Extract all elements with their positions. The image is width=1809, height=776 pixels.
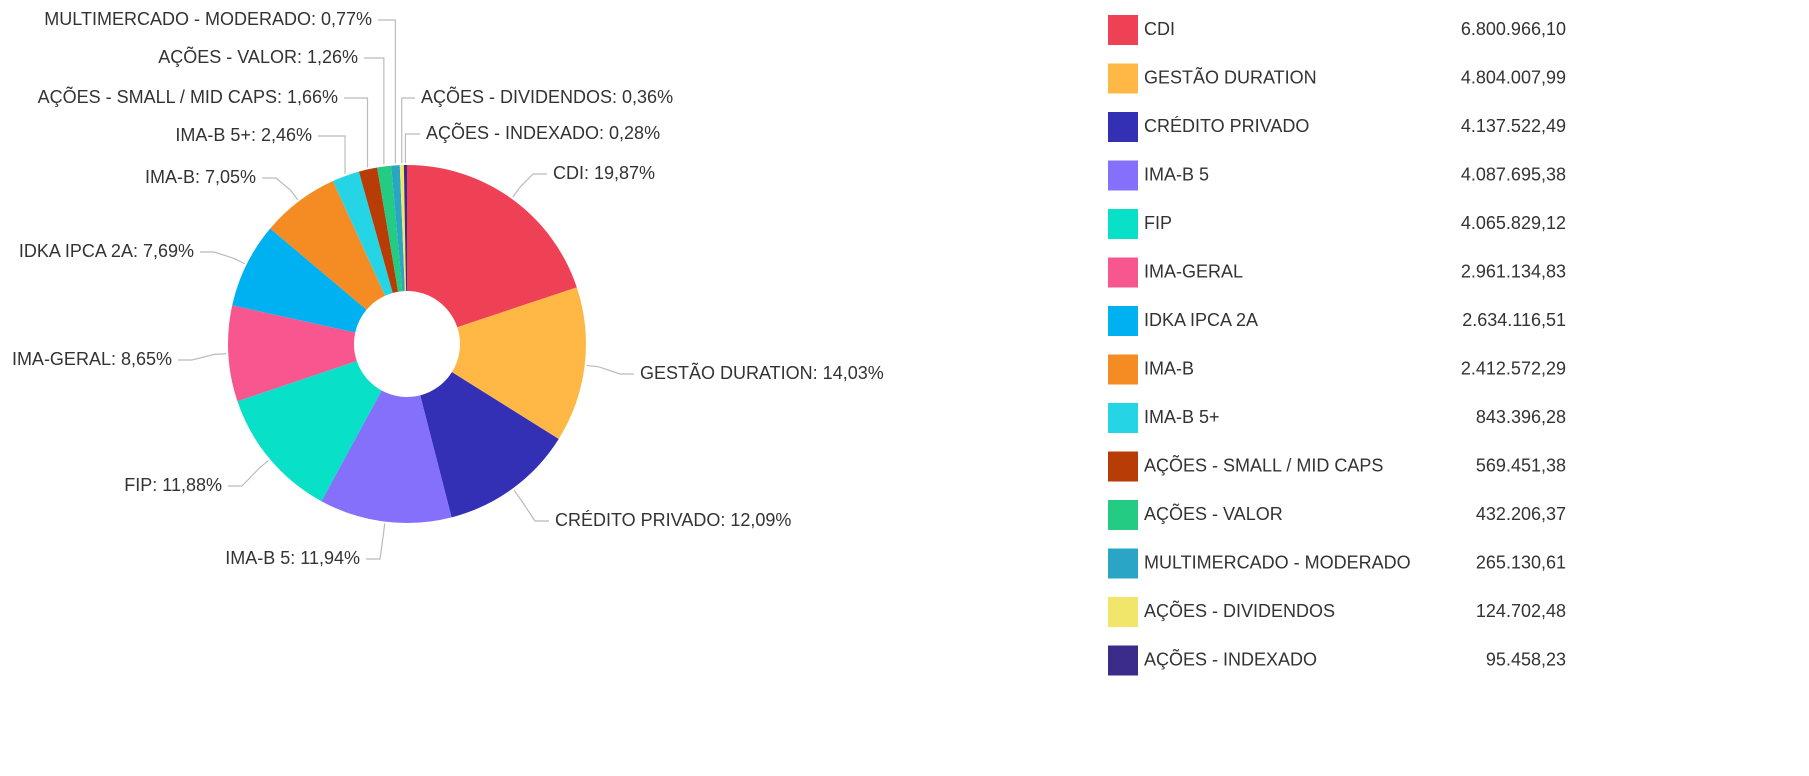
- leader-line: [586, 364, 634, 375]
- legend-value: 124.702,48: [1476, 601, 1566, 621]
- legend-swatch: [1108, 112, 1138, 142]
- legend-value: 2.961.134,83: [1461, 261, 1566, 281]
- legend-swatch: [1108, 63, 1138, 94]
- legend-swatch: [1108, 354, 1138, 385]
- leader-line: [200, 251, 246, 265]
- data-label: CRÉDITO PRIVADO: 12,09%: [555, 510, 791, 530]
- data-label: IMA-GERAL: 8,65%: [12, 349, 172, 369]
- legend-value: 6.800.966,10: [1461, 19, 1566, 39]
- slice: [451, 287, 586, 439]
- legend-swatch: [1108, 451, 1138, 482]
- slice: [232, 228, 367, 333]
- legend-swatch: [1108, 209, 1138, 239]
- slice: [228, 305, 357, 402]
- legend-value: 95.458,23: [1486, 649, 1566, 669]
- legend-value: 843.396,28: [1476, 407, 1566, 427]
- legend-swatch: [1108, 15, 1138, 45]
- legend-swatch: [1108, 500, 1138, 530]
- legend-value: 4.137.522,49: [1461, 116, 1566, 136]
- slice: [237, 360, 382, 502]
- leader-line: [228, 459, 269, 487]
- legend-label: AÇÕES - DIVIDENDOS: [1144, 600, 1335, 621]
- legend-swatch: [1108, 257, 1138, 288]
- leader-line: [378, 19, 396, 164]
- legend-swatch: [1108, 306, 1138, 336]
- slice: [403, 165, 407, 292]
- data-label: IMA-B 5+: 2,46%: [175, 125, 312, 145]
- legend-value: 432.206,37: [1476, 504, 1566, 524]
- legend-value: 4.087.695,38: [1461, 164, 1566, 184]
- data-label: MULTIMERCADO - MODERADO: 0,77%: [44, 9, 372, 29]
- slice: [332, 171, 393, 296]
- legend-label: AÇÕES - SMALL / MID CAPS: [1144, 454, 1383, 475]
- data-label: AÇÕES - INDEXADO: 0,28%: [426, 122, 660, 143]
- slice: [420, 372, 559, 518]
- legend-label: CDI: [1144, 19, 1175, 39]
- data-label: IDKA IPCA 2A: 7,69%: [19, 241, 194, 261]
- data-label: FIP: 11,88%: [124, 475, 222, 495]
- data-label: GESTÃO DURATION: 14,03%: [640, 362, 884, 383]
- legend-swatch: [1108, 645, 1138, 676]
- leader-line: [178, 353, 227, 361]
- leader-line: [364, 57, 385, 165]
- legend-value: 2.634.116,51: [1462, 310, 1566, 330]
- legend-label: AÇÕES - INDEXADO: [1144, 648, 1317, 669]
- legend-label: GESTÃO DURATION: [1144, 66, 1317, 87]
- slice: [391, 165, 405, 292]
- legend-value: 2.412.572,29: [1461, 358, 1566, 378]
- legend-swatch: [1108, 597, 1138, 627]
- leader-line: [366, 523, 386, 560]
- leader-line: [512, 173, 547, 198]
- slice: [270, 181, 386, 310]
- legend-label: AÇÕES - VALOR: [1144, 503, 1283, 524]
- leader-line: [404, 133, 420, 164]
- legend-value: 265.130,61: [1476, 552, 1566, 572]
- legend-label: CRÉDITO PRIVADO: [1144, 116, 1309, 136]
- legend-value: 4.065.829,12: [1461, 213, 1566, 233]
- leader-line: [344, 97, 369, 168]
- legend-label: FIP: [1144, 213, 1172, 233]
- leader-line: [318, 135, 346, 174]
- legend-label: IMA-GERAL: [1144, 261, 1243, 281]
- data-label: AÇÕES - VALOR: 1,26%: [158, 46, 358, 67]
- legend-label: MULTIMERCADO - MODERADO: [1144, 552, 1411, 572]
- data-label: AÇÕES - SMALL / MID CAPS: 1,66%: [38, 86, 338, 107]
- data-label: IMA-B 5: 11,94%: [225, 548, 360, 568]
- leader-line: [262, 177, 299, 201]
- legend-label: IMA-B 5+: [1144, 407, 1220, 427]
- slice: [321, 390, 452, 523]
- legend-swatch: [1108, 160, 1138, 191]
- legend-label: IMA-B: [1144, 358, 1194, 378]
- data-label: AÇÕES - DIVIDENDOS: 0,36%: [421, 86, 673, 107]
- legend-swatch: [1108, 403, 1138, 433]
- slice: [399, 165, 407, 292]
- data-label: IMA-B: 7,05%: [145, 167, 256, 187]
- slice: [377, 165, 403, 292]
- legend-value: 4.804.007,99: [1461, 67, 1566, 87]
- legend-label: IMA-B 5: [1144, 164, 1209, 184]
- legend-swatch: [1108, 548, 1138, 579]
- leader-line: [513, 489, 549, 522]
- data-label: CDI: 19,87%: [553, 163, 655, 183]
- slice: [358, 167, 399, 293]
- legend-label: IDKA IPCA 2A: [1144, 310, 1258, 330]
- leader-line: [401, 97, 415, 164]
- slice: [407, 165, 577, 328]
- legend-value: 569.451,38: [1476, 455, 1566, 475]
